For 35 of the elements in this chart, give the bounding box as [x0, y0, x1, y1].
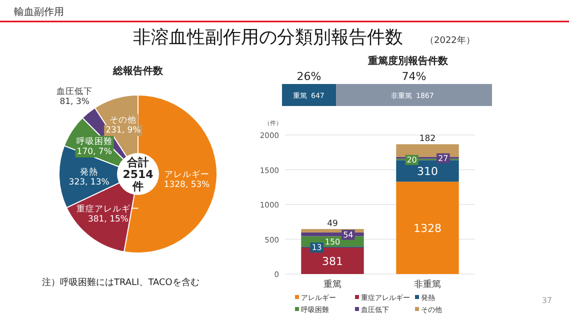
bar	[396, 144, 459, 157]
text: （2022年）	[425, 35, 475, 46]
text: 非溶血性副作用の分類別報告件数	[133, 27, 403, 48]
data-label: 1328	[414, 222, 442, 235]
data-label: 231, 9%	[106, 126, 141, 136]
data-label: 323, 13%	[68, 177, 110, 188]
text: 合計	[126, 156, 149, 169]
data-label: 49	[327, 219, 338, 230]
slice-label: 発熱	[80, 166, 98, 178]
data-label: 182	[419, 134, 436, 144]
data-label: 20	[406, 155, 417, 164]
text: 74%	[402, 70, 426, 83]
data-label: 54	[343, 230, 354, 240]
chart-title: 重篤度別報告件数	[367, 55, 449, 67]
bar	[396, 182, 459, 274]
text: 件	[132, 180, 144, 193]
data-label: 81, 3%	[60, 96, 90, 107]
slice-label: その他	[110, 114, 137, 126]
slice-label: アレルギー	[164, 168, 210, 180]
data-label: 310	[417, 164, 438, 178]
data-label: 1328, 53%	[164, 180, 210, 190]
chart-title: 総報告件数	[112, 65, 164, 77]
text: 26%	[296, 70, 322, 83]
slice-label: 呼吸困難	[76, 136, 112, 147]
data-label: 381	[322, 254, 343, 268]
data-label: 381, 15%	[88, 214, 128, 224]
text: 37	[542, 296, 552, 305]
text: 2514	[122, 168, 154, 181]
data-label: 170, 7%	[76, 146, 112, 157]
text: 輸血副作用	[14, 6, 64, 18]
data-label: 13	[312, 243, 322, 252]
slice-label: 血圧低下	[56, 86, 93, 97]
data-label: 27	[438, 154, 448, 163]
text: 注）呼吸困難にはTRALI、TACOを含む	[42, 277, 200, 288]
data-label: 150	[324, 237, 340, 246]
